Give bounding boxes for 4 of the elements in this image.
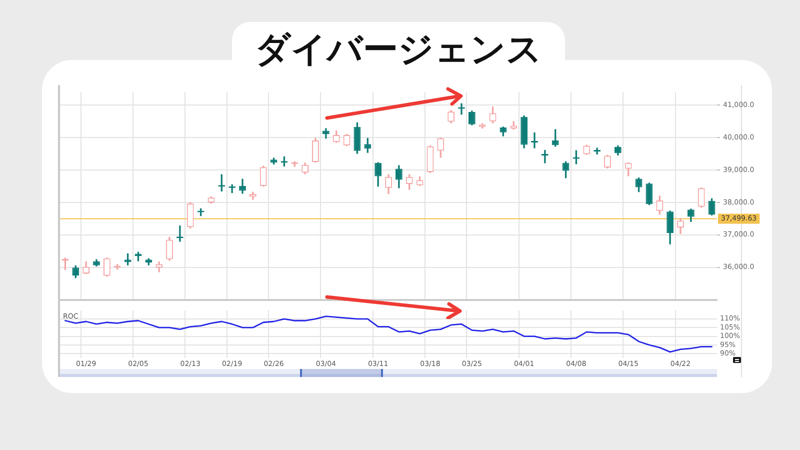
candlestick [531, 132, 538, 148]
candlestick [541, 150, 548, 164]
candlestick [594, 148, 601, 154]
chart-title: ダイバージェンス [255, 30, 542, 70]
